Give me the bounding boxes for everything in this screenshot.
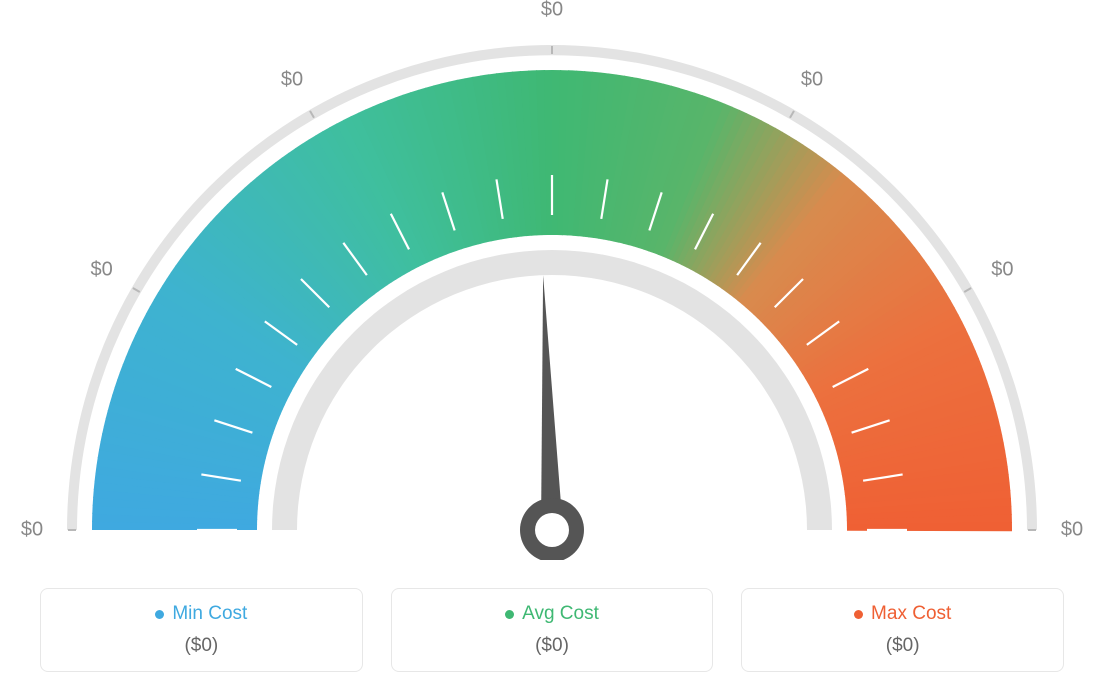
legend-card-avg: Avg Cost ($0) — [391, 588, 714, 672]
legend-title-max: Max Cost — [854, 603, 951, 625]
legend-dot-max — [854, 610, 863, 619]
cost-gauge-widget: $0 $0 $0 $0 $0 $0 $0 Min Cost ($0) Avg Cost ($… — [0, 0, 1104, 690]
gauge-tick-label: $0 — [801, 68, 823, 91]
legend-label-avg: Avg Cost — [522, 603, 599, 625]
gauge-tick-label: $0 — [21, 519, 43, 542]
legend-value-max: ($0) — [752, 635, 1053, 657]
legend-title-min: Min Cost — [155, 603, 247, 625]
legend-label-min: Min Cost — [172, 603, 247, 625]
gauge-tick-label: $0 — [281, 68, 303, 91]
gauge-tick-label: $0 — [991, 259, 1013, 282]
legend-value-min: ($0) — [51, 635, 352, 657]
legend-label-max: Max Cost — [871, 603, 951, 625]
gauge-tick-label: $0 — [91, 259, 113, 282]
legend-dot-min — [155, 610, 164, 619]
legend-title-avg: Avg Cost — [505, 603, 599, 625]
legend-row: Min Cost ($0) Avg Cost ($0) Max Cost ($0… — [40, 588, 1064, 672]
gauge-tick-label: $0 — [1061, 519, 1083, 542]
gauge-tick-label: $0 — [541, 0, 563, 22]
legend-card-max: Max Cost ($0) — [741, 588, 1064, 672]
gauge-svg — [0, 0, 1104, 560]
gauge-area: $0 $0 $0 $0 $0 $0 $0 — [0, 0, 1104, 560]
legend-dot-avg — [505, 610, 514, 619]
legend-value-avg: ($0) — [402, 635, 703, 657]
legend-card-min: Min Cost ($0) — [40, 588, 363, 672]
